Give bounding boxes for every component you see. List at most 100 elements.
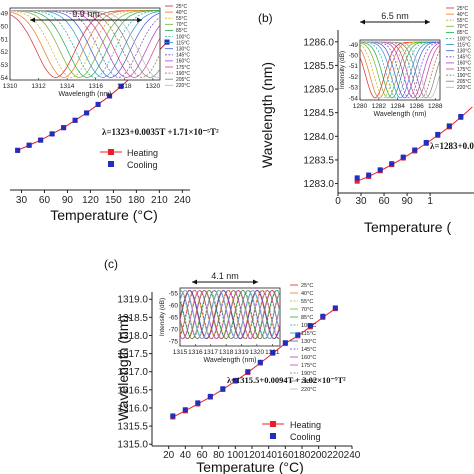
y-tick-label: 1286.0 xyxy=(303,37,334,48)
inset-legend-label: 145°C xyxy=(301,347,316,353)
inset-y-tick-label: -54 xyxy=(349,95,359,102)
panel-c-tag: (c) xyxy=(104,257,118,271)
x-tick-label: 90 xyxy=(402,196,414,207)
x-tick-label: 20 xyxy=(163,450,175,461)
inset-y-tick-label: -49 xyxy=(0,11,8,18)
inset-legend-label: 55°C xyxy=(457,18,469,24)
inset-x-tick-label: 1310 xyxy=(3,83,18,90)
inset-spectrum-line xyxy=(10,10,160,78)
inset-spectrum-line xyxy=(180,290,280,340)
panel-a-equation: λ=1323+0.0035T +1.71×10⁻⁵T² xyxy=(102,127,219,137)
inset-spectrum-line xyxy=(180,290,280,340)
panel-c-legend: Heating Cooling xyxy=(262,420,321,442)
x-tick-label: 60 xyxy=(39,195,51,206)
inset-legend-label: 25°C xyxy=(457,6,469,12)
x-tick-label: 40 xyxy=(180,450,192,461)
cooling-point xyxy=(332,305,338,311)
inset-spectrum-line xyxy=(360,41,440,99)
inset-x-tick-label: 1317 xyxy=(204,349,219,356)
inset-legend-label: 115°C xyxy=(301,331,316,337)
inset-span-label: 9.9 nm xyxy=(72,9,100,19)
x-tick-label: 120 xyxy=(82,195,99,206)
inset-y-tick-label: -60 xyxy=(169,302,179,309)
cooling-point xyxy=(195,400,201,406)
inset-spectrum-line xyxy=(360,41,440,99)
inset-x-tick-label: 1286 xyxy=(409,103,424,110)
inset-spectrum-line xyxy=(180,290,280,340)
x-tick-label: 200 xyxy=(310,450,327,461)
legend-heating-marker xyxy=(108,149,114,155)
inset-legend-label: 145°C xyxy=(457,55,471,61)
inset-legend-label: 70°C xyxy=(457,24,469,30)
x-tick-label: 30 xyxy=(16,195,28,206)
inset-spectrum-line xyxy=(180,290,280,339)
inset-span-label: 4.1 nm xyxy=(211,271,239,281)
x-tick-label: 180 xyxy=(294,450,311,461)
inset-legend-label: 190°C xyxy=(457,73,471,79)
inset-arrowhead-right xyxy=(253,279,258,285)
x-tick-label: 90 xyxy=(62,195,74,206)
inset-legend-label: 40°C xyxy=(301,291,313,297)
y-tick-label: 1285.0 xyxy=(303,85,334,96)
cooling-point xyxy=(307,323,313,329)
x-tick-label: 240 xyxy=(174,195,191,206)
inset-spectrum-line xyxy=(180,290,280,340)
cooling-point xyxy=(170,413,176,419)
inset-legend-label: 70°C xyxy=(176,22,188,28)
inset-spectrum-line xyxy=(360,41,440,99)
inset-legend-label: 205°C xyxy=(176,77,190,83)
inset-spectrum-line xyxy=(180,290,280,340)
x-tick-label: 30 xyxy=(355,196,367,207)
cooling-point xyxy=(282,340,288,346)
y-tick-label: 1317.0 xyxy=(117,367,148,378)
cooling-point xyxy=(84,110,90,116)
inset-legend-label: 115°C xyxy=(176,40,190,46)
cooling-point xyxy=(61,125,67,131)
inset-legend-label: 190°C xyxy=(176,71,190,77)
inset-legend-label: 160°C xyxy=(457,61,471,67)
y-tick-label: 1317.5 xyxy=(117,349,148,360)
cooling-point xyxy=(400,154,406,160)
inset-legend-label: 175°C xyxy=(301,363,316,369)
x-tick-label: 0 xyxy=(335,196,341,207)
y-tick-label: 1315.5 xyxy=(117,422,148,433)
inset-spectrum-line xyxy=(180,290,280,340)
panel-a-xlabel: Temperature (°C) xyxy=(50,207,158,223)
cooling-point xyxy=(366,172,372,178)
inset-x-tick-label: 1312 xyxy=(31,83,46,90)
inset-x-tick-label: 1288 xyxy=(428,103,443,110)
cooling-point xyxy=(435,131,441,137)
x-tick-label: 100 xyxy=(227,450,244,461)
cooling-point xyxy=(377,167,383,173)
inset-x-tick-label: 1318 xyxy=(219,349,234,356)
inset-legend-label: 175°C xyxy=(176,65,190,71)
inset-spectrum-line xyxy=(180,289,280,340)
panel-c-ylabel: Wavelength (nm) xyxy=(115,315,131,421)
inset-arrowhead-right xyxy=(137,17,142,23)
inset-x-tick-label: 1282 xyxy=(372,103,387,110)
inset-x-tick-label: 1319 xyxy=(234,349,249,356)
inset-legend-label: 55°C xyxy=(301,299,313,305)
panel-b-equation: λ=1283+0.0 xyxy=(430,141,474,151)
y-tick-label: 1316.5 xyxy=(117,385,148,396)
inset-y-tick-label: -51 xyxy=(0,36,8,43)
inset-legend-label: 55°C xyxy=(176,16,188,22)
inset-xlabel: Wavelength (nm) xyxy=(373,111,426,118)
cooling-point xyxy=(245,369,251,375)
inset-y-tick-label: -54 xyxy=(0,75,8,82)
x-tick-label: 140 xyxy=(260,450,277,461)
inset-y-tick-label: -55 xyxy=(169,290,179,297)
inset-spectra xyxy=(360,41,440,99)
inset-y-tick-label: -50 xyxy=(349,53,359,60)
inset-legend-label: 190°C xyxy=(301,371,316,377)
panel-c-equation: λ=1315.5+0.0094T + 3.02×10⁻⁵T² xyxy=(227,375,346,385)
y-tick-label: 1318.5 xyxy=(117,313,148,324)
y-tick-label: 1284.0 xyxy=(303,132,334,143)
inset-span-label: 6.5 nm xyxy=(381,11,409,21)
cooling-point xyxy=(182,407,188,413)
y-tick-label: 1315.0 xyxy=(117,440,148,451)
cooling-point xyxy=(354,175,360,181)
heating-point xyxy=(354,178,360,184)
inset-legend-label: 160°C xyxy=(176,59,190,65)
